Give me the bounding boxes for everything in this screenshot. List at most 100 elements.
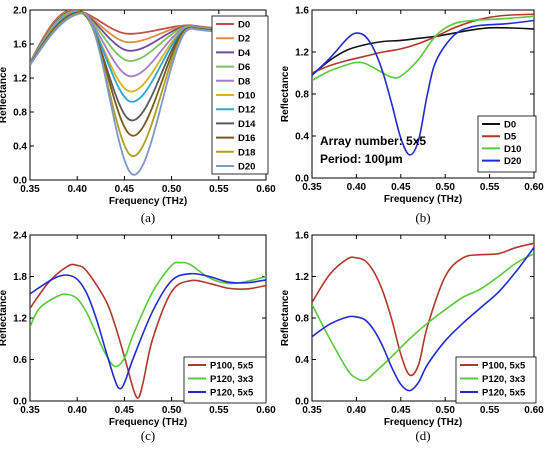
panels: 0.35 0.40 0.45 0.50 0.55 0.60 0.0 0.4 0.8 1.2 1.6 2… [0, 6, 544, 444]
y-tick-label: 0.0 [13, 176, 27, 187]
y-axis-title: Reflectance [0, 289, 9, 346]
legend-label: D4 [238, 48, 251, 59]
legend-label: D6 [238, 62, 250, 73]
legend-label: D10 [238, 91, 255, 102]
series-line-p120-5x5 [30, 272, 266, 390]
legend-label: D16 [238, 133, 255, 144]
x-tick-label: 0.35 [302, 182, 322, 193]
legend-label: D14 [238, 119, 256, 130]
legend-label: P120, 5x5 [482, 388, 526, 399]
x-tick-label: 0.45 [391, 405, 411, 416]
x-tick-label: 0.55 [480, 182, 500, 193]
y-tick-label: 0.4 [295, 355, 309, 366]
series-line-p100-5x5 [30, 263, 266, 399]
x-tick-label: 0.50 [162, 184, 182, 195]
series-line-d20 [312, 19, 534, 156]
legend-label: P100, 5x5 [210, 361, 254, 372]
panel-d: 0.35 0.40 0.45 0.50 0.55 0.60 0.0 0.4 0.8 1.2 1.6 F… [280, 231, 544, 444]
x-tick-label: 0.55 [480, 405, 500, 416]
panel-c: 0.35 0.40 0.45 0.50 0.55 0.60 0.0 0.6 1.2 1.8 2.4 F… [0, 231, 276, 444]
y-tick-label: 1.2 [13, 314, 27, 325]
x-tick-label: 0.45 [391, 182, 411, 193]
legend: P100, 5x5 P120, 3x3 P120, 5x5 [183, 356, 267, 404]
legend: P100, 5x5 P120, 3x3 P120, 5x5 [455, 356, 537, 404]
y-axis-title: Reflectance [280, 289, 291, 346]
y-tick-label: 2.0 [13, 6, 27, 17]
y-tick-label: 1.6 [295, 6, 309, 17]
legend-label: P120, 5x5 [210, 388, 254, 399]
y-tick-label: 0.0 [295, 397, 309, 408]
series-line-p120-5x5 [312, 246, 534, 392]
legend-label: P100, 5x5 [482, 361, 526, 372]
x-axis-title: Frequency (THz) [109, 417, 187, 428]
y-tick-label: 0.4 [13, 142, 27, 153]
x-tick-label: 0.40 [67, 405, 87, 416]
series-lines [312, 13, 534, 156]
y-axis-title: Reflectance [280, 65, 291, 122]
y-tick-label: 0.8 [295, 90, 309, 101]
x-tick-label: 0.35 [20, 184, 40, 195]
legend-label: D20 [504, 156, 521, 167]
x-axis-title: Frequency (THz) [384, 417, 462, 428]
legend: D0 D2 D4 D6 D8 D10 D12 D14 D16 D18 D20 [211, 15, 269, 175]
y-tick-label: 2.4 [13, 231, 27, 242]
y-tick-label: 0.0 [295, 174, 309, 185]
panel-a: 0.35 0.40 0.45 0.50 0.55 0.60 0.0 0.4 0.8 1.2 1.6 2… [0, 6, 276, 226]
x-tick-label: 0.35 [302, 405, 322, 416]
legend-label: D18 [238, 147, 255, 158]
x-tick-label: 0.55 [209, 184, 229, 195]
series-lines [312, 242, 534, 392]
x-tick-label: 0.50 [435, 405, 455, 416]
legend-label: D5 [504, 132, 517, 143]
legend-label: D0 [238, 20, 250, 31]
x-tick-label: 0.50 [162, 405, 182, 416]
legend-label: D8 [238, 76, 250, 87]
y-axis-title: Reflectance [0, 66, 9, 123]
x-tick-label: 0.60 [256, 184, 276, 195]
legend-label: D0 [504, 120, 516, 131]
series-line-p100-5x5 [312, 242, 534, 377]
legend-label: D20 [238, 162, 255, 173]
annotation-text: Array number: 5x5 [320, 134, 426, 148]
y-tick-label: 0.4 [295, 132, 309, 143]
x-tick-label: 0.40 [347, 405, 367, 416]
x-axis-title: Frequency (THz) [109, 196, 187, 207]
x-tick-label: 0.45 [115, 405, 135, 416]
y-tick-label: 1.2 [295, 272, 309, 283]
annotation-text: Period: 100μm [320, 152, 403, 166]
legend-label: D12 [238, 105, 255, 116]
panel-caption: (b) [415, 210, 430, 225]
x-tick-label: 0.40 [347, 182, 367, 193]
x-axis-title: Frequency (THz) [384, 194, 462, 205]
series-line-p120-3x3 [30, 261, 266, 368]
x-tick-label: 0.55 [209, 405, 229, 416]
y-tick-label: 1.6 [13, 40, 27, 51]
series-line-d5 [312, 13, 534, 74]
legend-label: D2 [238, 34, 250, 45]
legend-box [477, 115, 537, 173]
legend-label: P120, 3x3 [210, 374, 253, 385]
legend-label: P120, 3x3 [482, 374, 525, 385]
x-tick-label: 0.35 [20, 405, 40, 416]
panel-caption: (d) [415, 428, 430, 443]
panel-caption: (c) [141, 428, 155, 443]
y-tick-label: 1.8 [13, 272, 27, 283]
x-tick-label: 0.60 [524, 405, 544, 416]
x-tick-label: 0.40 [67, 184, 87, 195]
y-tick-label: 0.6 [13, 355, 27, 366]
y-tick-label: 1.2 [295, 48, 309, 59]
series-line-d0 [312, 26, 534, 76]
y-tick-label: 0.8 [13, 108, 27, 119]
x-tick-label: 0.50 [435, 182, 455, 193]
y-tick-label: 0.0 [13, 397, 27, 408]
series-lines [30, 261, 266, 399]
y-tick-label: 0.8 [295, 314, 309, 325]
x-tick-label: 0.60 [524, 182, 544, 193]
x-tick-label: 0.45 [115, 184, 135, 195]
x-tick-label: 0.60 [256, 405, 276, 416]
series-line-p120-3x3 [312, 252, 534, 382]
panel-caption: (a) [141, 210, 155, 225]
panel-b: 0.35 0.40 0.45 0.50 0.55 0.60 0.0 0.4 0.8 1.2 1.6 F… [280, 6, 544, 226]
y-tick-label: 1.2 [13, 74, 27, 85]
